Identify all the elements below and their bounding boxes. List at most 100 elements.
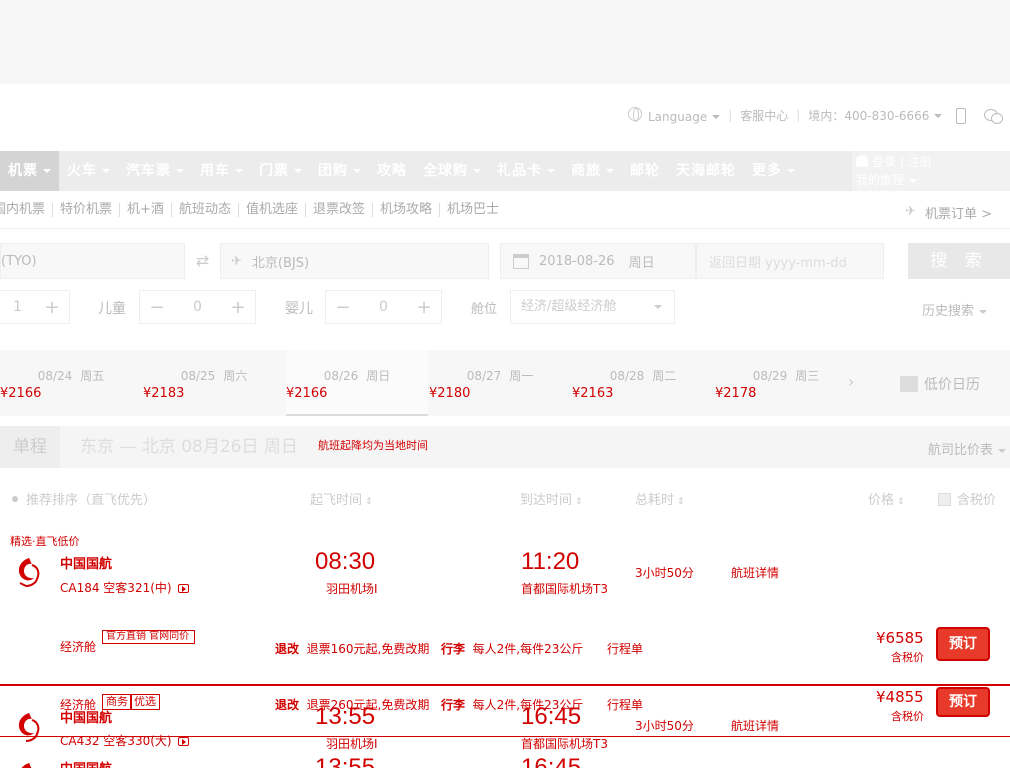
- wechat-icon[interactable]: [984, 109, 1003, 124]
- nav-item-9[interactable]: 商旅: [563, 151, 622, 191]
- to-city-input[interactable]: ✈ 北京(BJS): [221, 243, 489, 279]
- plus-icon[interactable]: +: [416, 296, 432, 318]
- sort-icon: ⇕: [677, 497, 685, 507]
- from-city-input[interactable]: (TYO): [0, 243, 185, 279]
- route-heading: 单程 东京 — 北京 08月26日 周日 航司比价表: [0, 426, 1010, 468]
- nav-item-5[interactable]: 团购: [310, 151, 369, 191]
- nav-item-11[interactable]: 天海邮轮: [676, 163, 736, 179]
- date-option-3[interactable]: 08/27 周一 ¥2180: [429, 369, 534, 401]
- utility-bar: Language | 客服中心 | 境内：400-830-6666: [628, 104, 943, 126]
- book-button[interactable]: 预订: [936, 627, 990, 661]
- subnav-item-2[interactable]: 机+酒: [120, 202, 172, 217]
- date-option-2[interactable]: 08/26 周日 ¥2166: [286, 350, 428, 416]
- sort-recommend[interactable]: 推荐排序（直飞优先）: [12, 489, 156, 508]
- mobile-icon[interactable]: [956, 108, 966, 124]
- featured-tag: 精选·直飞低价: [10, 535, 80, 548]
- tax-included-label: 含税价: [891, 710, 924, 723]
- nav-item-1[interactable]: 火车: [59, 151, 118, 191]
- nav-item-0[interactable]: 机票: [0, 151, 59, 191]
- sort-price[interactable]: 价格 ⇕: [868, 493, 905, 508]
- tab-oneway[interactable]: 单程: [0, 426, 60, 468]
- refund-info[interactable]: 退改 退票260元起,免费改期: [275, 698, 430, 712]
- nav-item-6[interactable]: 攻略: [377, 163, 407, 179]
- subnav-item-7[interactable]: 机场巴士: [447, 201, 500, 217]
- hotline[interactable]: 境内：400-830-6666: [808, 107, 943, 124]
- flight-number[interactable]: CA184 空客321(中): [60, 579, 189, 596]
- date-option-4[interactable]: 08/28 周二 ¥2163: [572, 369, 677, 401]
- chevron-down-icon: [176, 169, 184, 173]
- minus-icon[interactable]: −: [149, 296, 165, 318]
- chevron-right-icon[interactable]: ›: [848, 372, 855, 391]
- subnav-item-1[interactable]: 特价机票: [53, 202, 121, 217]
- subnav-item-3[interactable]: 航班动态: [172, 202, 239, 217]
- child-label: 儿童: [98, 301, 126, 317]
- adult-stepper[interactable]: 1 +: [0, 290, 70, 324]
- subnav-item-5[interactable]: 退票改签: [306, 202, 373, 217]
- depart-date-input[interactable]: 2018-08-26 周日: [500, 243, 696, 279]
- date-option-1[interactable]: 08/25 周六 ¥2183: [143, 369, 248, 401]
- date-price: ¥2166: [0, 386, 42, 401]
- baggage-info[interactable]: 行李 每人2件,每件23公斤: [441, 698, 584, 712]
- aircraft-info-icon[interactable]: [177, 737, 189, 746]
- return-date-input[interactable]: 返回日期 yyyy-mm-dd: [696, 243, 884, 279]
- chevron-down-icon: [712, 115, 721, 119]
- user-icon: [856, 155, 868, 167]
- chevron-down-icon: [294, 169, 302, 173]
- air-china-logo-icon: [14, 760, 44, 768]
- nav-item-7[interactable]: 全球购: [415, 151, 489, 191]
- nav-item-8[interactable]: 礼品卡: [489, 151, 563, 191]
- arrive-airport: 首都国际机场T3: [521, 737, 608, 751]
- chevron-down-icon: [43, 169, 51, 173]
- sort-arrive[interactable]: 到达时间 ⇕: [520, 493, 583, 508]
- air-china-logo-icon: [14, 710, 44, 744]
- search-button[interactable]: 搜 索: [908, 243, 1010, 279]
- arrive-airport: 首都国际机场T3: [521, 582, 608, 596]
- chevron-down-icon: [473, 169, 481, 173]
- history-search[interactable]: 历史搜索: [922, 300, 988, 319]
- nav-item-4[interactable]: 门票: [251, 151, 310, 191]
- flight-detail-link[interactable]: 航班详情: [731, 719, 780, 733]
- child-stepper[interactable]: −0 +: [139, 290, 256, 324]
- book-button[interactable]: 预订: [936, 687, 990, 717]
- plus-icon[interactable]: +: [230, 296, 246, 318]
- subnav-item-6[interactable]: 机场攻略: [373, 202, 440, 217]
- business-tag: 商务: [102, 694, 132, 710]
- flight-duration: 3小时50分: [635, 719, 694, 733]
- nav-item-3[interactable]: 用车: [192, 151, 251, 191]
- infant-label: 婴儿: [285, 301, 313, 317]
- route-title: 东京 — 北京 08月26日 周日: [80, 437, 298, 457]
- swap-icon[interactable]: ⇄: [185, 243, 221, 279]
- baggage-info[interactable]: 行李 每人2件,每件23公斤: [441, 642, 584, 656]
- date-option-0[interactable]: 08/24 周五 ¥2166: [0, 369, 105, 401]
- refund-info[interactable]: 退改 退票160元起,免费改期: [275, 642, 430, 656]
- language-selector[interactable]: Language: [628, 106, 721, 124]
- nav-item-12[interactable]: 更多: [744, 151, 803, 191]
- date-option-5[interactable]: 08/29 周三 ¥2178: [715, 369, 820, 401]
- air-china-logo-icon: [14, 555, 44, 589]
- plus-icon[interactable]: +: [44, 296, 60, 318]
- minus-icon[interactable]: −: [335, 296, 351, 318]
- sort-icon: ⇕: [575, 497, 583, 507]
- register-link[interactable]: 注册: [907, 155, 932, 169]
- cabin-select[interactable]: 经济/超级经济舱: [510, 290, 675, 324]
- plane-icon: [905, 204, 919, 219]
- my-trips-link[interactable]: 我的旅程: [856, 171, 1006, 189]
- flight-number[interactable]: CA432 空客330(大): [60, 732, 189, 749]
- sort-depart[interactable]: 起飞时间 ⇕: [310, 493, 373, 508]
- tax-included-checkbox[interactable]: 含税价: [938, 489, 996, 508]
- service-center-link[interactable]: 客服中心: [740, 108, 789, 123]
- low-price-calendar[interactable]: 低价日历: [900, 374, 980, 394]
- flight-detail-link[interactable]: 航班详情: [731, 566, 780, 580]
- infant-stepper[interactable]: −0 +: [325, 290, 442, 324]
- sort-duration[interactable]: 总耗时 ⇕: [635, 493, 685, 508]
- airline-compare-link[interactable]: 航司比价表: [928, 439, 1006, 458]
- subnav-item-4[interactable]: 值机选座: [239, 202, 306, 217]
- login-link[interactable]: 登录: [872, 155, 897, 169]
- nav-item-10[interactable]: 邮轮: [630, 163, 660, 179]
- aircraft-info-icon[interactable]: [177, 584, 189, 593]
- subnav-item-0[interactable]: 国内机票: [0, 202, 54, 217]
- flight-orders-link[interactable]: 机票订单 >: [905, 203, 992, 222]
- cabin-class: 经济舱: [60, 698, 97, 712]
- nav-item-2[interactable]: 汽车票: [118, 151, 192, 191]
- arrive-time: 16:45: [521, 703, 582, 730]
